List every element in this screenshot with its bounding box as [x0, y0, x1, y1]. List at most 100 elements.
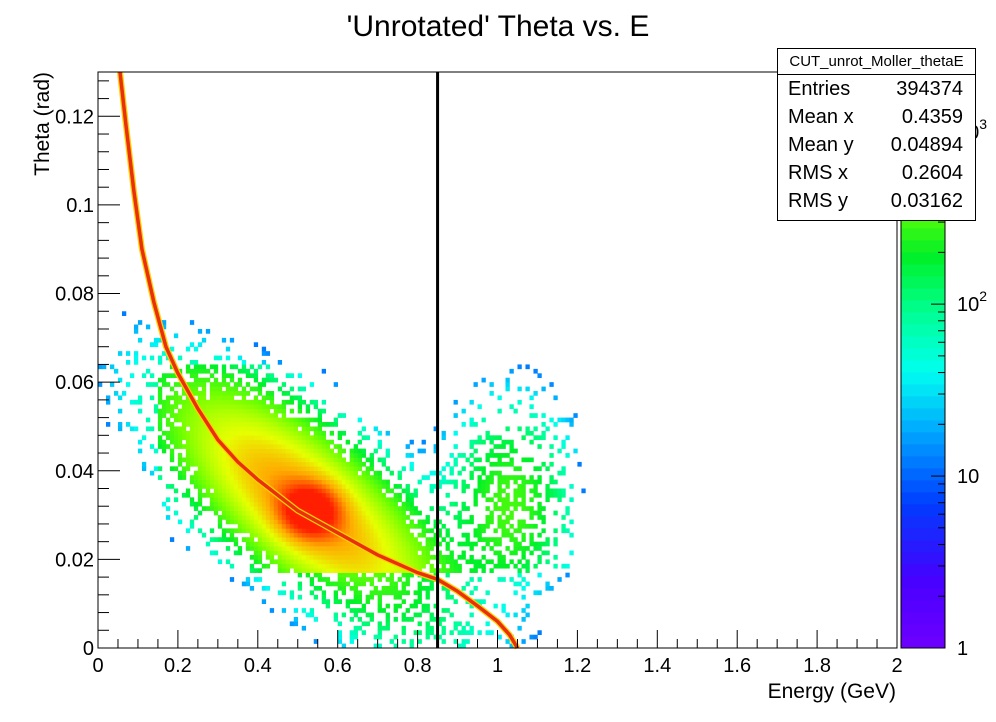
heatmap-cell	[261, 439, 267, 445]
heatmap-cell	[521, 484, 526, 489]
heatmap-cell	[125, 422, 131, 427]
heatmap-cell	[389, 470, 394, 476]
heatmap-cell	[245, 581, 251, 587]
heatmap-cell	[389, 519, 394, 525]
heatmap-cell	[569, 422, 574, 427]
heatmap-cell	[525, 523, 530, 529]
heatmap-cell	[261, 346, 267, 352]
heatmap-cell	[205, 475, 211, 480]
heatmap-cell	[217, 386, 223, 392]
heatmap-cell	[137, 448, 143, 454]
heatmap-cell	[297, 519, 303, 525]
heatmap-cell	[197, 399, 203, 405]
heatmap-cell	[197, 501, 203, 507]
heatmap-cell	[325, 532, 331, 538]
heatmap-cell	[261, 541, 267, 547]
heatmap-cell	[453, 563, 458, 569]
heatmap-cell	[457, 621, 462, 627]
heatmap-cell	[333, 546, 338, 551]
heatmap-cell	[309, 457, 315, 463]
heatmap-cell	[493, 453, 498, 458]
heatmap-cell	[253, 417, 259, 423]
heatmap-cell	[189, 523, 195, 529]
heatmap-cell	[241, 430, 247, 436]
heatmap-cell	[161, 444, 167, 449]
heatmap-cell	[285, 435, 291, 441]
heatmap-cell	[493, 501, 498, 507]
heatmap-cell	[449, 470, 454, 476]
heatmap-cell	[305, 422, 311, 427]
heatmap-cell	[441, 554, 446, 560]
heatmap-cell	[317, 466, 323, 472]
heatmap-cell	[213, 537, 219, 542]
heatmap-cell	[141, 373, 147, 379]
heatmap-cell	[437, 528, 442, 534]
heatmap-cell	[225, 466, 231, 472]
heatmap-cell	[353, 594, 358, 600]
heatmap-cell	[521, 594, 526, 600]
heatmap-cell	[373, 523, 378, 529]
heatmap-cell	[325, 581, 331, 587]
heatmap-cell	[557, 417, 562, 423]
heatmap-cell	[533, 426, 538, 432]
heatmap-cell	[213, 479, 219, 485]
heatmap-cell	[213, 453, 219, 458]
heatmap-cell	[485, 537, 490, 542]
heatmap-cell	[229, 422, 235, 427]
heatmap-cell	[245, 422, 251, 427]
heatmap-cell	[293, 515, 299, 520]
heatmap-cell	[281, 475, 287, 480]
heatmap-cell	[485, 541, 490, 547]
heatmap-cell	[353, 554, 358, 560]
heatmap-cell	[369, 461, 374, 467]
heatmap-cell	[193, 360, 199, 365]
heatmap-cell	[505, 563, 510, 569]
heatmap-cell	[501, 501, 506, 507]
heatmap-cell	[237, 510, 243, 516]
heatmap-cell	[349, 492, 354, 498]
heatmap-cell	[377, 577, 382, 582]
heatmap-cell	[289, 444, 295, 449]
heatmap-cell	[345, 546, 350, 551]
heatmap-cell	[357, 625, 362, 631]
heatmap-cell	[321, 492, 327, 498]
heatmap-cell	[277, 404, 283, 410]
heatmap-cell	[521, 537, 526, 542]
heatmap-cell	[333, 466, 338, 472]
heatmap-cell	[273, 461, 279, 467]
heatmap-cell	[293, 550, 299, 556]
heatmap-cell	[473, 422, 478, 427]
heatmap-cell	[205, 453, 211, 458]
heatmap-cell	[297, 435, 303, 441]
heatmap-cell	[213, 408, 219, 414]
heatmap-cell	[349, 479, 354, 485]
x-axis-label: Energy (GeV)	[768, 680, 896, 703]
heatmap-cell	[537, 501, 542, 507]
heatmap-cell	[293, 501, 299, 507]
heatmap-cell	[313, 453, 319, 458]
heatmap-cell	[581, 488, 586, 494]
heatmap-cell	[305, 461, 311, 467]
heatmap-cell	[313, 479, 319, 485]
heatmap-cell	[253, 399, 259, 405]
heatmap-cell	[553, 422, 558, 427]
heatmap-cell	[217, 523, 223, 529]
heatmap-cell	[305, 537, 311, 542]
heatmap-cell	[253, 492, 259, 498]
heatmap-cell	[213, 457, 219, 463]
heatmap-cell	[225, 515, 231, 520]
heatmap-cell	[533, 510, 538, 516]
heatmap-cell	[133, 351, 139, 356]
heatmap-cell	[437, 519, 442, 525]
heatmap-cell	[529, 634, 534, 640]
heatmap-cell	[245, 404, 251, 410]
heatmap-cell	[137, 337, 143, 343]
heatmap-cell	[377, 506, 382, 511]
heatmap-cell	[253, 453, 259, 458]
heatmap-cell	[317, 577, 323, 582]
heatmap-cell	[533, 546, 538, 551]
heatmap-cell	[353, 630, 358, 636]
heatmap-cell	[389, 506, 394, 511]
heatmap-cell	[365, 554, 370, 560]
heatmap-cell	[485, 475, 490, 480]
